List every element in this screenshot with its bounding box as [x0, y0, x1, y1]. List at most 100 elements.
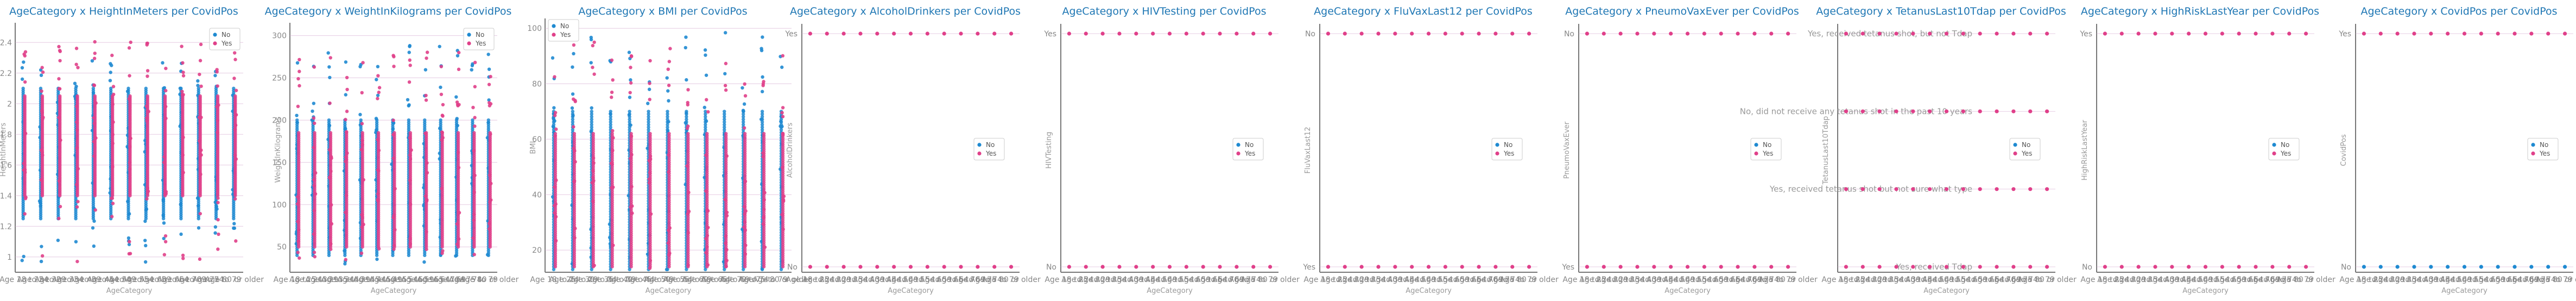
x-tick-label: Age 45 to 49 [87, 276, 136, 284]
data-point [328, 148, 332, 152]
y-tick-label: 20 [532, 246, 542, 255]
data-point [360, 143, 364, 147]
y-tick-label: 150 [272, 158, 287, 167]
data-point [760, 110, 764, 113]
data-point [128, 240, 131, 244]
data-point [393, 228, 397, 232]
data-point [376, 192, 380, 196]
data-point [408, 153, 412, 157]
data-point [56, 238, 60, 242]
data-point [740, 86, 744, 90]
data-point [590, 110, 594, 113]
data-point [344, 93, 347, 97]
data-point [376, 97, 379, 100]
data-point [178, 86, 182, 91]
data-point [572, 125, 575, 129]
data-point [362, 178, 365, 182]
data-point [92, 139, 96, 144]
y-axis-label: WeightInKilograms [274, 117, 282, 183]
data-point [439, 85, 442, 89]
data-point [377, 86, 382, 89]
data-point [470, 63, 474, 68]
data-point [570, 106, 574, 110]
data-point [455, 124, 459, 127]
data-point [344, 194, 349, 197]
data-point [572, 97, 575, 101]
data-point [23, 80, 27, 84]
data-point [311, 109, 314, 113]
data-point [162, 161, 166, 164]
data-point [573, 236, 577, 240]
data-point [127, 97, 131, 101]
data-point [59, 138, 62, 142]
data-point [94, 101, 98, 105]
data-point [345, 151, 349, 155]
data-point [473, 60, 477, 65]
data-point [128, 167, 132, 171]
data-point [179, 202, 182, 207]
data-point [75, 146, 79, 150]
data-point [572, 52, 575, 56]
data-point [488, 200, 492, 204]
data-point [425, 198, 429, 202]
data-point [75, 183, 79, 187]
data-point [75, 128, 79, 132]
data-point [181, 93, 185, 97]
data-point [144, 244, 148, 248]
data-point [111, 85, 116, 88]
y-tick-label: 60 [532, 136, 542, 144]
y-tick-label: 2 [7, 100, 12, 108]
legend-label: No [221, 31, 230, 39]
data-point [234, 88, 238, 92]
data-point [216, 196, 220, 200]
data-point [111, 201, 115, 206]
data-point [472, 190, 476, 194]
data-point [145, 116, 149, 120]
chart-panel-1: AgeCategory x HeightInMeters per CovidPo… [0, 5, 264, 295]
data-point [359, 148, 364, 152]
data-point [313, 192, 318, 196]
data-point [552, 106, 556, 110]
data-point [234, 113, 238, 117]
data-point [22, 60, 26, 64]
data-point [76, 166, 80, 171]
data-point [457, 165, 461, 170]
data-point [703, 48, 707, 52]
x-tick-label: Age 25 to 29 [17, 276, 66, 284]
data-point [126, 86, 130, 91]
data-point [423, 68, 428, 72]
data-point [214, 204, 218, 209]
data-point [215, 68, 219, 72]
data-point [376, 74, 380, 78]
data-point [489, 132, 492, 136]
data-point [627, 113, 631, 117]
x-tick-label: Age 55 to 59 [122, 276, 171, 284]
data-point [75, 105, 79, 108]
data-point [488, 173, 492, 177]
data-point [457, 210, 461, 215]
data-point [440, 187, 444, 190]
y-tick-label: 80 [532, 80, 542, 88]
data-point [488, 104, 492, 108]
data-point [456, 150, 460, 155]
data-point [455, 54, 460, 57]
data-point [376, 65, 380, 69]
data-point [298, 256, 301, 260]
chart-panel-2: AgeCategory x WeightInKilograms per Covi… [265, 5, 519, 295]
data-point [40, 89, 43, 93]
data-point [723, 72, 727, 76]
y-tick-label: 2.4 [0, 39, 12, 47]
data-point [233, 51, 237, 55]
data-point [232, 86, 236, 91]
data-point [40, 94, 45, 98]
data-point [198, 257, 202, 261]
data-point [627, 50, 631, 54]
data-point [23, 170, 27, 174]
data-point [233, 197, 237, 201]
data-point [330, 203, 333, 207]
data-point [487, 67, 491, 71]
data-point [590, 106, 593, 110]
data-point [360, 131, 364, 135]
data-point [457, 67, 461, 72]
chart-title: AgeCategory x WeightInKilograms per Covi… [265, 5, 512, 17]
